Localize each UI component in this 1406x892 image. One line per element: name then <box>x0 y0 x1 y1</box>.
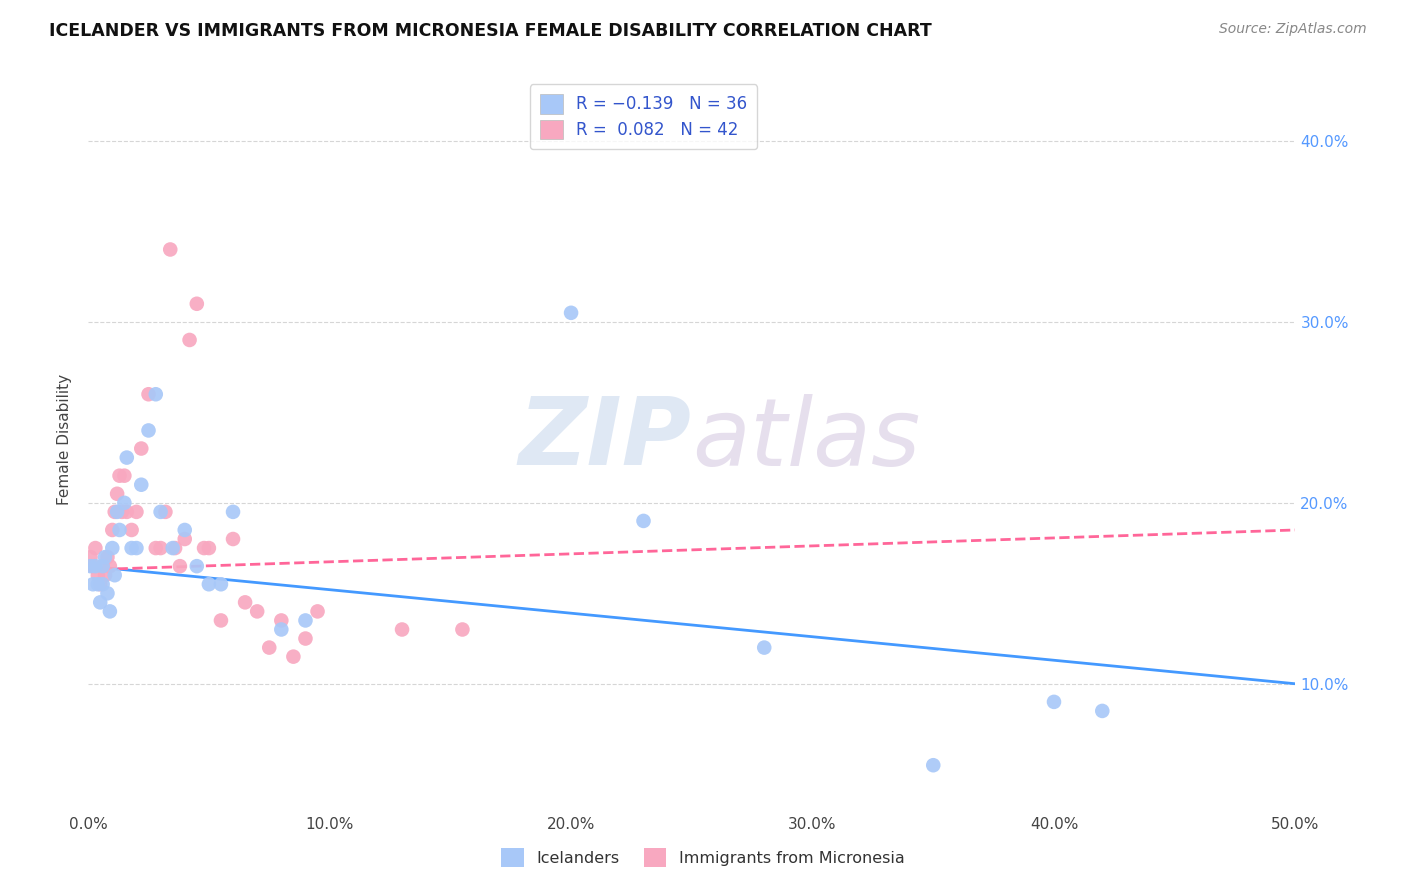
Point <box>82 577 104 591</box>
Point <box>186 297 208 311</box>
Point <box>169 559 191 574</box>
Point <box>115 450 138 465</box>
Text: ICELANDER VS IMMIGRANTS FROM MICRONESIA FEMALE DISABILITY CORRELATION CHART: ICELANDER VS IMMIGRANTS FROM MICRONESIA … <box>49 22 932 40</box>
Point <box>91 577 114 591</box>
Point <box>145 541 167 555</box>
Point <box>112 468 135 483</box>
Point <box>84 541 107 555</box>
Point <box>283 649 305 664</box>
Point <box>162 541 184 555</box>
Point <box>101 541 124 555</box>
Y-axis label: Female Disability: Female Disability <box>58 374 72 505</box>
Point <box>105 487 128 501</box>
Point <box>159 243 181 257</box>
Point <box>922 758 945 772</box>
Point <box>125 541 148 555</box>
Point <box>129 442 152 456</box>
Point <box>233 595 256 609</box>
Point <box>115 505 138 519</box>
Point <box>149 541 172 555</box>
Point <box>94 568 117 582</box>
Point <box>84 559 107 574</box>
Point <box>104 568 127 582</box>
Point <box>91 559 114 574</box>
Point <box>145 387 167 401</box>
Point <box>89 595 111 609</box>
Point <box>198 541 221 555</box>
Point <box>257 640 280 655</box>
Point <box>138 387 160 401</box>
Point <box>98 559 121 574</box>
Point <box>222 532 245 546</box>
Point <box>209 577 232 591</box>
Point <box>173 532 195 546</box>
Point <box>87 568 110 582</box>
Point <box>105 505 128 519</box>
Point <box>98 604 121 618</box>
Point <box>294 614 316 628</box>
Point <box>104 505 127 519</box>
Point <box>149 505 172 519</box>
Point <box>89 577 111 591</box>
Point <box>633 514 655 528</box>
Legend: R = −0.139   N = 36, R =  0.082   N = 42: R = −0.139 N = 36, R = 0.082 N = 42 <box>530 84 758 150</box>
Point <box>94 550 117 565</box>
Point <box>108 523 131 537</box>
Point <box>87 577 110 591</box>
Point <box>165 541 187 555</box>
Text: atlas: atlas <box>692 394 920 485</box>
Point <box>294 632 316 646</box>
Point <box>246 604 269 618</box>
Point <box>209 614 232 628</box>
Point <box>112 496 135 510</box>
Point <box>173 523 195 537</box>
Point <box>451 623 474 637</box>
Point <box>179 333 201 347</box>
Point <box>1091 704 1114 718</box>
Text: Source: ZipAtlas.com: Source: ZipAtlas.com <box>1219 22 1367 37</box>
Legend: Icelanders, Immigrants from Micronesia: Icelanders, Immigrants from Micronesia <box>495 842 911 873</box>
Point <box>186 559 208 574</box>
Point <box>121 523 143 537</box>
Point <box>138 424 160 438</box>
Point <box>91 559 114 574</box>
Point <box>108 468 131 483</box>
Point <box>125 505 148 519</box>
Point <box>270 623 292 637</box>
Point <box>222 505 245 519</box>
Point <box>560 306 582 320</box>
Point <box>198 577 221 591</box>
Point <box>193 541 215 555</box>
Point <box>391 623 413 637</box>
Point <box>96 550 118 565</box>
Text: ZIP: ZIP <box>519 393 692 485</box>
Point <box>121 541 143 555</box>
Point <box>307 604 329 618</box>
Point <box>79 559 101 574</box>
Point <box>82 559 104 574</box>
Point <box>101 523 124 537</box>
Point <box>270 614 292 628</box>
Point <box>129 477 152 491</box>
Point <box>155 505 177 519</box>
Point <box>96 586 118 600</box>
Point <box>79 550 101 565</box>
Point <box>754 640 776 655</box>
Point <box>111 505 134 519</box>
Point <box>1043 695 1066 709</box>
